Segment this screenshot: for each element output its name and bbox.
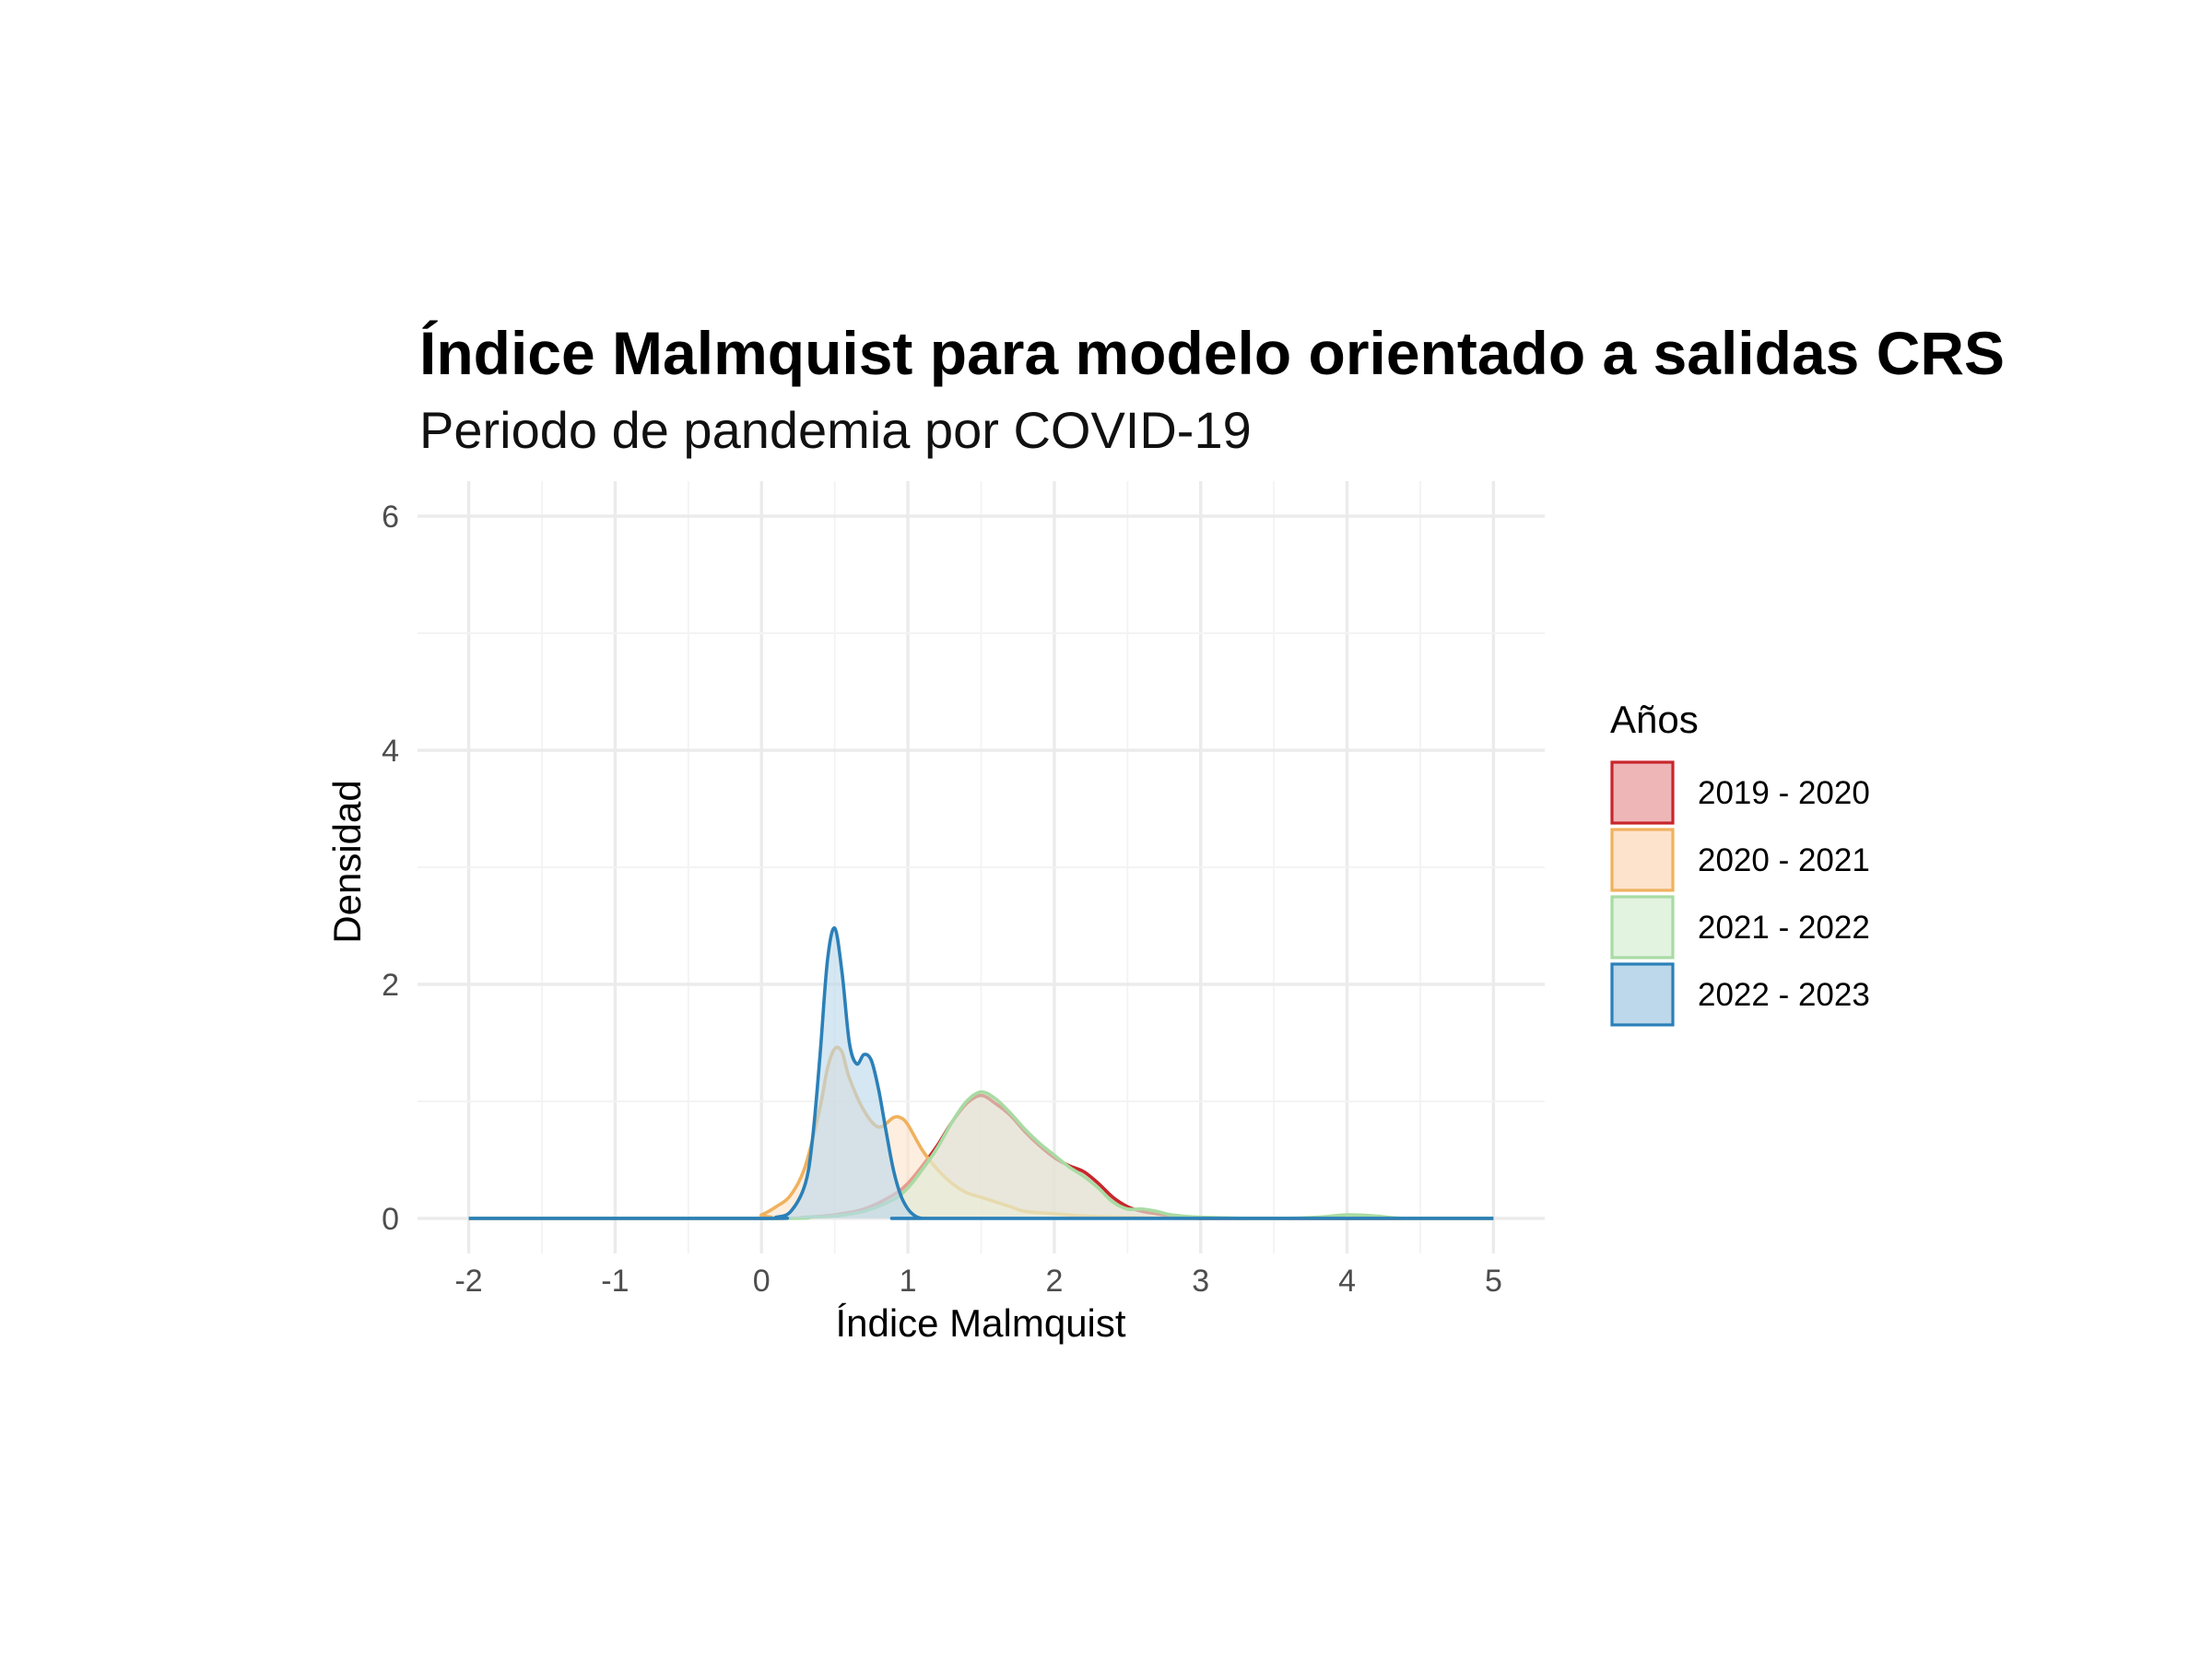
legend-label: 2020 - 2021 bbox=[1698, 842, 1870, 878]
density-area-series-3 bbox=[468, 1091, 1494, 1218]
legend-items: 2019 - 2020 2020 - 2021 2021 - 2022 2022 - … bbox=[1610, 760, 1870, 1027]
y-axis-ticks: 0 2 4 6 bbox=[382, 500, 399, 1237]
x-tick-label: 0 bbox=[753, 1264, 771, 1299]
y-tick-label: 0 bbox=[382, 1202, 399, 1237]
x-tick-label: 1 bbox=[900, 1264, 917, 1299]
y-tick-label: 4 bbox=[382, 734, 399, 769]
legend-swatch bbox=[1610, 962, 1675, 1027]
density-areas bbox=[468, 926, 1494, 1220]
chart-title: Índice Malmquist para modelo orientado a… bbox=[419, 319, 2005, 387]
x-axis-label: Índice Malmquist bbox=[835, 1301, 1125, 1345]
x-tick-label: -1 bbox=[601, 1264, 629, 1299]
legend-swatch bbox=[1610, 760, 1675, 825]
x-tick-label: -2 bbox=[454, 1264, 482, 1299]
x-tick-label: 4 bbox=[1338, 1264, 1356, 1299]
legend-label: 2019 - 2020 bbox=[1698, 775, 1870, 811]
x-tick-label: 5 bbox=[1485, 1264, 1502, 1299]
chart-subtitle: Periodo de pandemia por COVID-19 bbox=[419, 401, 1252, 459]
gridlines bbox=[418, 481, 1545, 1253]
x-axis-ticks: -2 -1 0 1 2 3 4 5 bbox=[454, 1264, 1501, 1299]
legend-label: 2021 - 2022 bbox=[1698, 910, 1870, 946]
legend-label: 2022 - 2023 bbox=[1698, 977, 1870, 1013]
x-tick-label: 2 bbox=[1045, 1264, 1063, 1299]
y-tick-label: 6 bbox=[382, 500, 399, 535]
legend-title: Años bbox=[1610, 698, 1699, 741]
y-axis-label: Densidad bbox=[325, 780, 369, 943]
y-tick-label: 2 bbox=[382, 968, 399, 1003]
x-tick-label: 3 bbox=[1192, 1264, 1209, 1299]
legend-swatch bbox=[1610, 895, 1675, 959]
legend-swatch bbox=[1610, 828, 1675, 892]
density-line-series-4 bbox=[468, 926, 1494, 1220]
